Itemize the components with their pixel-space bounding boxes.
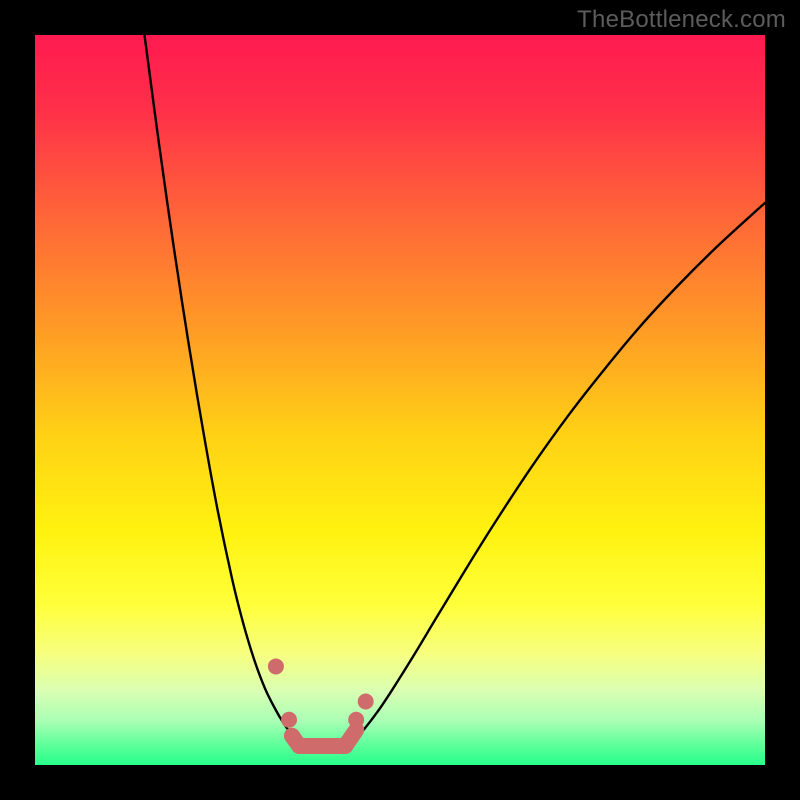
overlay-dot-2 bbox=[348, 712, 364, 728]
chart-svg bbox=[0, 0, 800, 800]
overlay-dot-3 bbox=[358, 693, 374, 709]
overlay-dot-0 bbox=[268, 658, 284, 674]
overlay-dot-1 bbox=[281, 712, 297, 728]
watermark-text: TheBottleneck.com bbox=[577, 6, 786, 34]
curve-left bbox=[145, 35, 313, 748]
chart-stage: TheBottleneck.com bbox=[0, 0, 800, 800]
overlay-segment-2 bbox=[345, 730, 356, 746]
curve-right bbox=[342, 203, 765, 748]
